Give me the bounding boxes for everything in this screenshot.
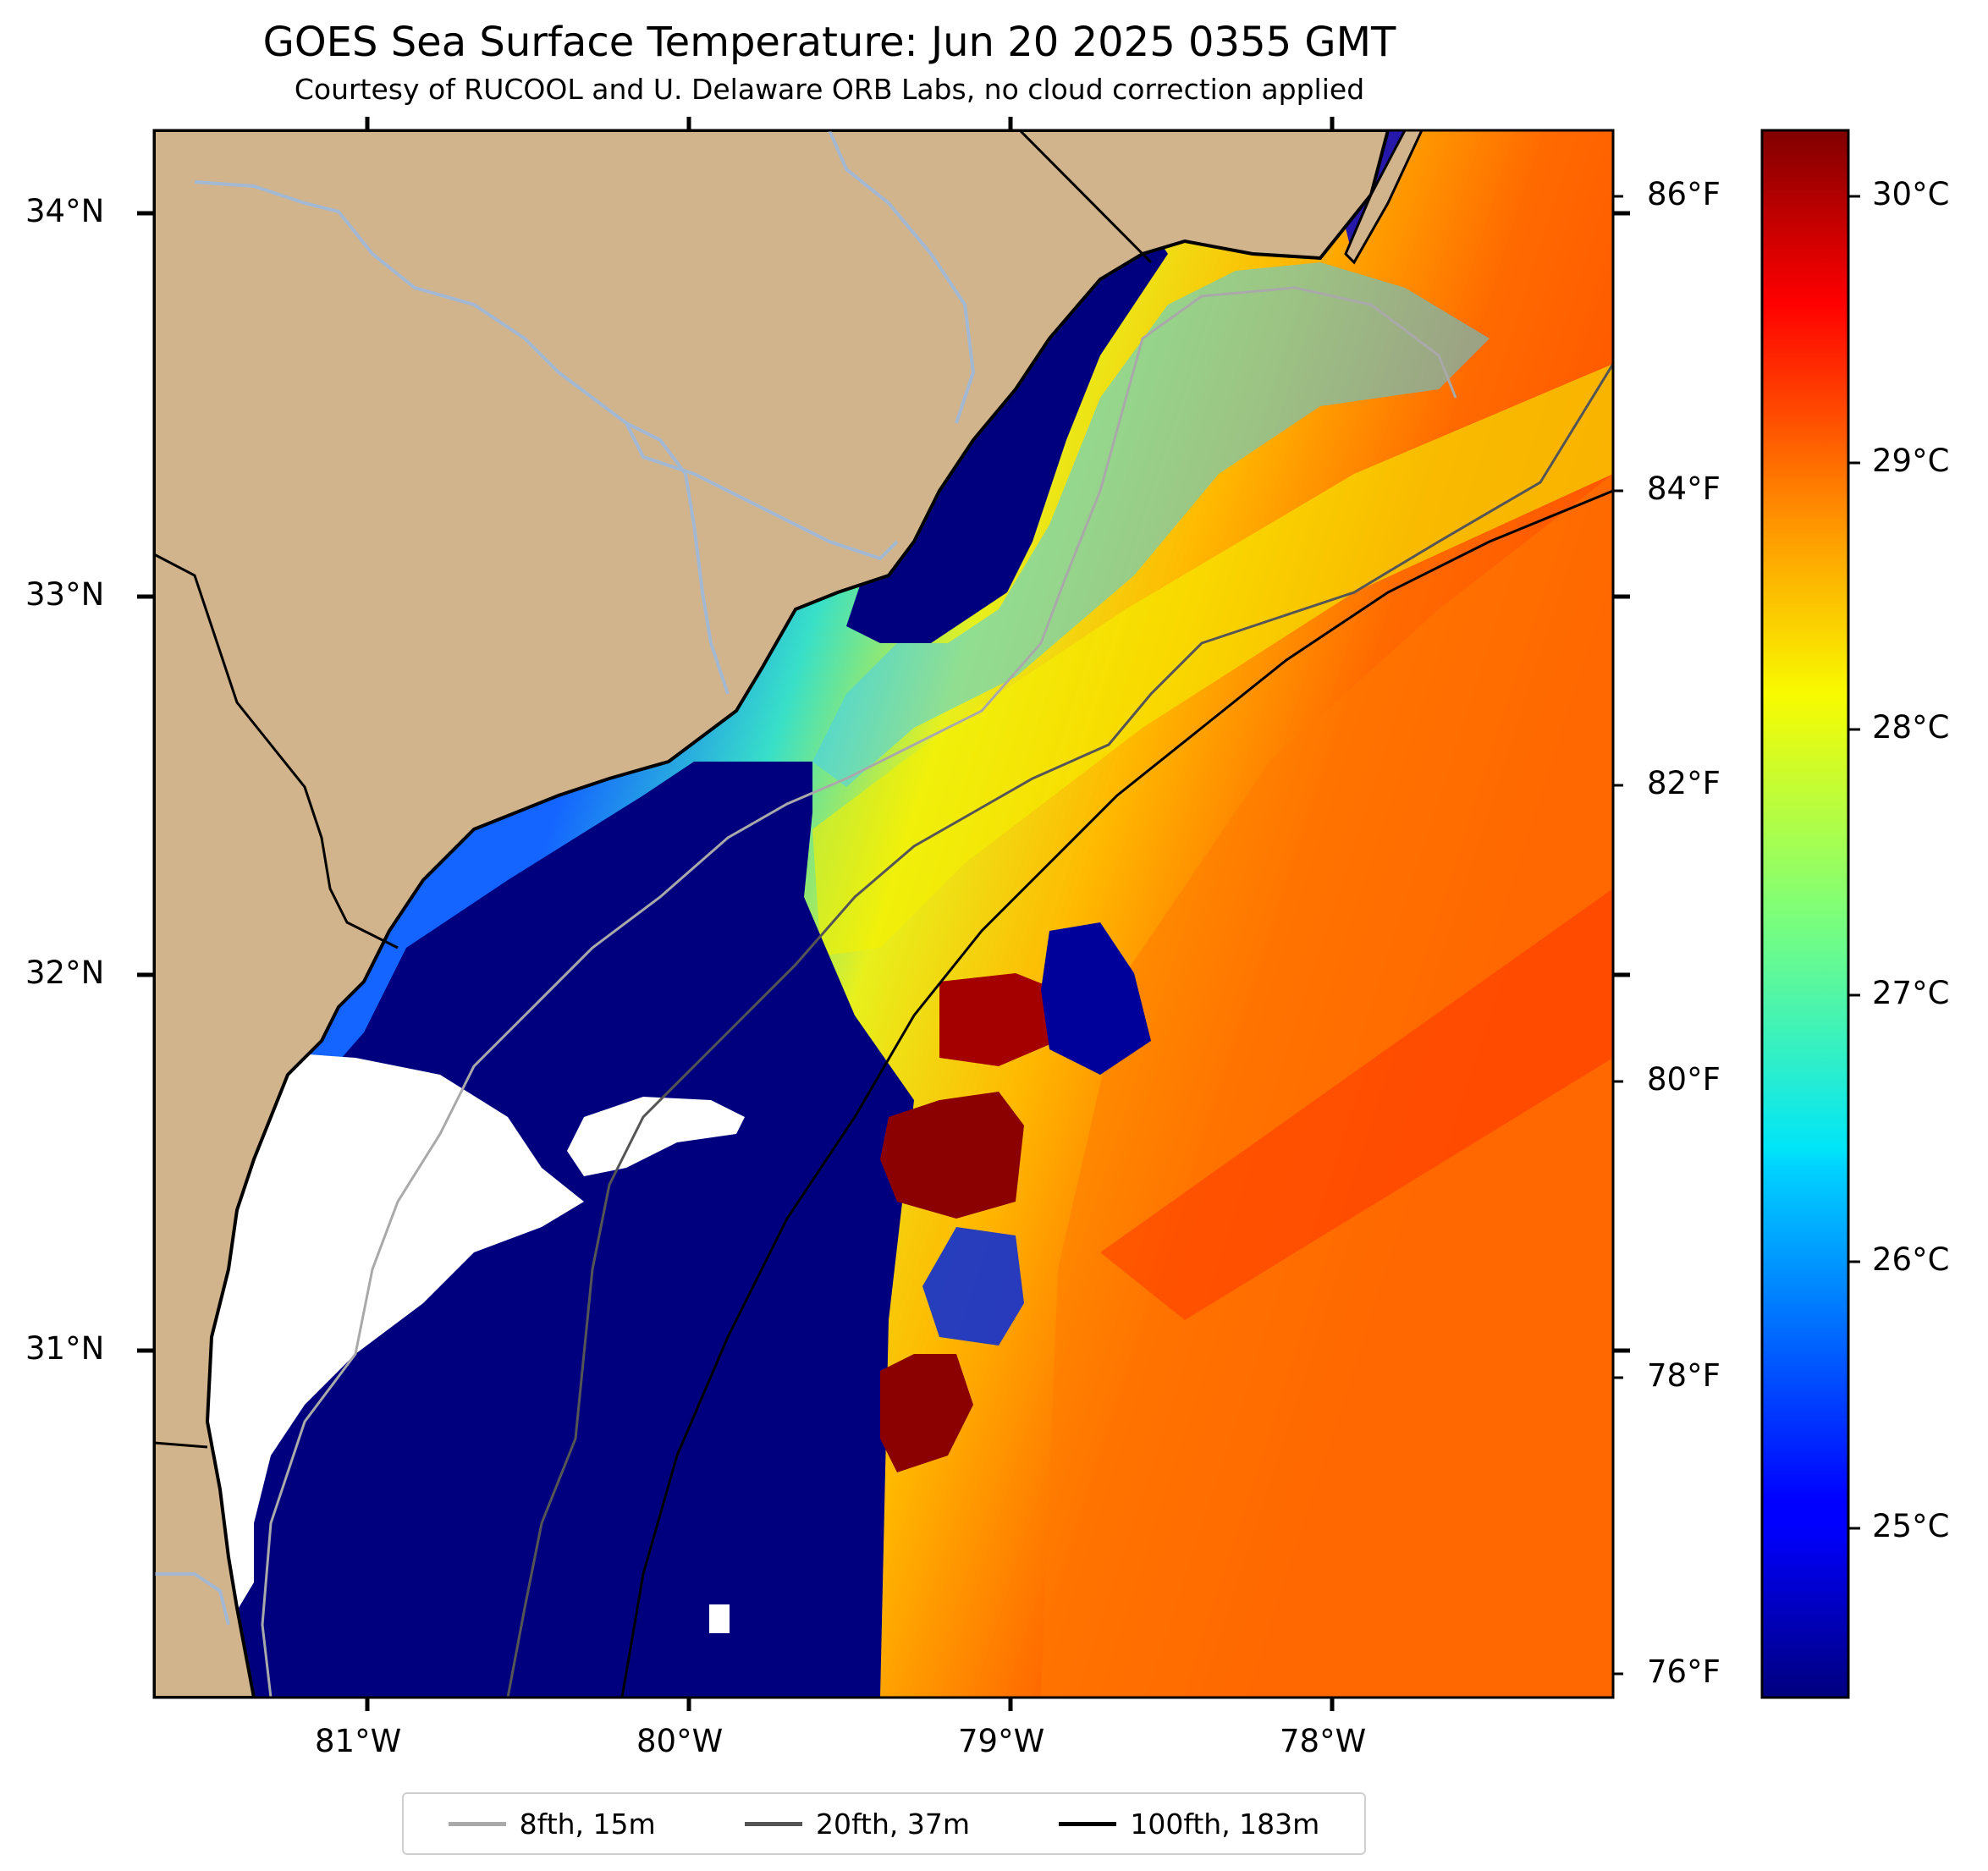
fahrenheit-tick-label: 78°F — [1647, 1357, 1721, 1394]
legend-label: 100fth, 183m — [1130, 1807, 1320, 1841]
nodata-nearshore — [207, 1049, 584, 1608]
lon-tick-label: 78°W — [1280, 1723, 1367, 1759]
state-border-sc-ga — [154, 553, 399, 949]
legend-item: 100fth, 183m — [1059, 1808, 1319, 1841]
axis-ticks — [137, 117, 1860, 1711]
lon-tick-label: 79°W — [958, 1723, 1045, 1759]
colorbar-tick-label: 28°C — [1872, 709, 1950, 746]
figure-subtitle: Courtesy of RUCOOL and U. Delaware ORB L… — [294, 73, 1365, 106]
hot-patch-3 — [939, 973, 1058, 1066]
fahrenheit-tick-label: 76°F — [1647, 1654, 1721, 1690]
coastal-cool-fringe — [812, 262, 1490, 787]
warm-offshore-band — [1041, 474, 1613, 1698]
fahrenheit-tick-label: 84°F — [1647, 471, 1721, 507]
legend-line-swatch — [745, 1821, 802, 1826]
legend-label: 8fth, 15m — [519, 1807, 656, 1841]
river-3 — [684, 473, 730, 695]
river-5 — [154, 1572, 230, 1626]
cool-patch — [922, 1227, 1024, 1345]
nodata-island — [567, 1097, 745, 1176]
lon-tick-label: 81°W — [315, 1723, 402, 1759]
barrier-island — [1344, 130, 1424, 265]
fahrenheit-tick-label: 82°F — [1647, 765, 1721, 801]
legend-line-swatch — [448, 1821, 506, 1826]
shelf-edge-warm-band — [812, 364, 1613, 956]
colorbar-tick-label: 25°C — [1872, 1508, 1950, 1544]
fahrenheit-tick-label: 86°F — [1647, 176, 1721, 212]
colorbar-tick-label: 27°C — [1872, 975, 1950, 1011]
colorbar-tick-label: 30°C — [1872, 176, 1950, 212]
lat-tick-label: 32°N — [25, 955, 105, 991]
state-border-ga-fl — [154, 1441, 208, 1449]
hot-patch-2 — [880, 1354, 973, 1472]
land-mass — [154, 130, 1390, 1698]
colorbar-tick-label: 26°C — [1872, 1241, 1950, 1278]
isobath-100fth — [620, 489, 1613, 1698]
colorbar-tick-label: 29°C — [1872, 443, 1950, 479]
isobath-20fth — [506, 363, 1613, 1698]
lon-tick-label: 80°W — [636, 1723, 724, 1759]
cold-eddy — [1041, 922, 1151, 1075]
lat-tick-label: 33°N — [25, 576, 105, 613]
isobath-legend: 8fth, 15m 20fth, 37m 100fth, 183m — [402, 1792, 1366, 1855]
legend-label: 20fth, 37m — [816, 1807, 970, 1841]
river-2 — [625, 422, 899, 561]
legend-item: 8fth, 15m — [448, 1807, 656, 1841]
legend-line-swatch — [1059, 1821, 1117, 1826]
fahrenheit-tick-label: 80°F — [1647, 1061, 1721, 1098]
hot-patch-1 — [880, 1092, 1024, 1219]
nodata-speck — [709, 1604, 730, 1633]
river-4 — [828, 130, 976, 424]
isobath-8fth — [261, 286, 1457, 1698]
legend-item: 20fth, 37m — [745, 1808, 970, 1841]
figure-title: GOES Sea Surface Temperature: Jun 20 202… — [262, 19, 1396, 66]
colorbar — [1760, 129, 1850, 1699]
cold-upwelling-north — [846, 228, 1168, 643]
map-frame — [152, 129, 1615, 1699]
lat-tick-label: 31°N — [25, 1330, 105, 1367]
gulf-stream-filament — [1100, 889, 1613, 1320]
lat-tick-label: 34°N — [25, 193, 105, 229]
state-border-nc-sc — [1018, 130, 1153, 264]
